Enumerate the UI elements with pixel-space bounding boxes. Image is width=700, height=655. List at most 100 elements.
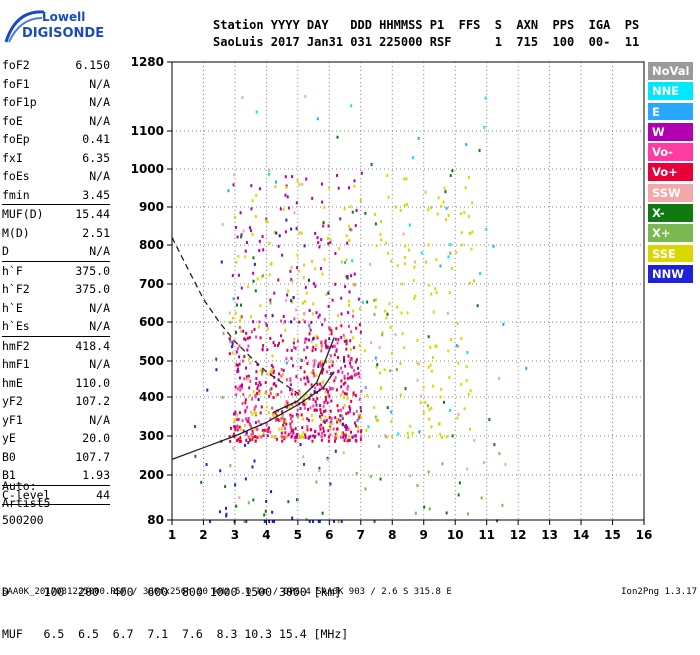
- echo-point: [437, 422, 440, 426]
- echo-point: [466, 512, 469, 516]
- echo-point: [334, 337, 337, 341]
- echo-point: [234, 216, 237, 220]
- echo-point: [254, 289, 257, 293]
- echo-point: [399, 362, 402, 366]
- x-tick-label: 1: [168, 528, 176, 542]
- logo-swoosh-icon: [4, 10, 45, 43]
- echo-point: [288, 405, 291, 409]
- echo-point: [292, 341, 295, 345]
- echo-point: [267, 426, 270, 430]
- echo-point: [280, 368, 283, 372]
- echo-point: [327, 224, 330, 228]
- echo-point: [326, 345, 329, 349]
- echo-point: [275, 437, 278, 441]
- echo-point: [357, 417, 360, 421]
- echo-point: [347, 303, 350, 307]
- echo-point: [428, 507, 431, 511]
- echo-point: [330, 372, 333, 376]
- echo-point: [312, 404, 315, 408]
- echo-point: [257, 384, 260, 388]
- echo-point: [429, 205, 432, 209]
- echo-point: [355, 358, 358, 362]
- echo-point: [300, 358, 303, 362]
- echo-point: [240, 329, 243, 333]
- echo-point: [296, 339, 299, 343]
- echo-point: [235, 418, 238, 422]
- echo-point: [445, 218, 448, 222]
- echo-point: [314, 400, 317, 404]
- echo-point: [235, 363, 238, 367]
- echo-point: [409, 474, 412, 478]
- echo-point: [427, 365, 430, 369]
- echo-point: [379, 220, 382, 224]
- echo-point: [321, 272, 324, 276]
- echo-point: [313, 374, 316, 378]
- legend-item: SSE: [648, 244, 693, 263]
- param-name: foF2: [2, 58, 30, 72]
- echo-point: [320, 340, 323, 344]
- echo-point: [259, 368, 262, 372]
- echo-point: [367, 425, 370, 429]
- echo-point: [304, 382, 307, 386]
- echo-point: [352, 391, 355, 395]
- echo-point: [239, 303, 242, 307]
- echo-point: [269, 371, 272, 375]
- echo-point: [284, 328, 287, 332]
- echo-point: [373, 298, 376, 302]
- echo-point: [416, 378, 419, 382]
- param-row: foE N/A: [2, 112, 110, 131]
- echo-point: [331, 298, 334, 302]
- param-name: yF1: [2, 412, 23, 427]
- echo-point: [352, 412, 355, 416]
- echo-point: [269, 392, 272, 396]
- echo-point: [255, 335, 258, 339]
- echo-point: [364, 386, 367, 390]
- echo-point: [291, 279, 294, 283]
- echo-point: [311, 349, 314, 353]
- echo-point: [434, 344, 437, 348]
- echo-point: [374, 222, 377, 226]
- echo-point: [301, 301, 304, 305]
- echo-point: [476, 304, 479, 308]
- echo-point: [244, 401, 247, 405]
- echo-point: [493, 443, 496, 447]
- echo-point: [350, 399, 353, 403]
- echo-point: [317, 315, 320, 319]
- echo-point: [249, 361, 252, 365]
- echo-point: [358, 397, 361, 401]
- echo-point: [256, 435, 259, 439]
- footer-info: SAA0K_2017031225000.RSF / 300fx256h 50 k…: [2, 587, 452, 597]
- echo-point: [256, 392, 259, 396]
- echo-point: [249, 410, 252, 414]
- echo-point: [244, 338, 247, 342]
- echo-point: [271, 367, 274, 371]
- echo-point: [316, 397, 319, 401]
- echo-point: [332, 519, 335, 523]
- echo-point: [343, 439, 346, 443]
- echo-point: [235, 424, 238, 428]
- echo-point: [277, 244, 280, 248]
- echo-point: [305, 517, 308, 521]
- echo-point: [273, 230, 276, 234]
- echo-point: [449, 408, 452, 412]
- param-row: D N/A: [2, 242, 110, 261]
- echo-point: [289, 383, 292, 387]
- echo-point: [258, 239, 261, 243]
- echo-point: [347, 311, 350, 315]
- y-tick-label: 80: [147, 513, 164, 527]
- echo-point: [271, 520, 274, 523]
- param-separator: [2, 504, 110, 505]
- echo-point: [346, 376, 349, 380]
- param-row: foF1p N/A: [2, 93, 110, 112]
- echo-point: [262, 431, 265, 435]
- echo-point: [455, 344, 458, 348]
- echo-point: [250, 330, 253, 334]
- echo-point: [290, 356, 293, 360]
- echo-point: [284, 426, 287, 430]
- echo-point: [479, 271, 482, 275]
- echo-point: [326, 370, 329, 374]
- echo-point: [327, 326, 330, 330]
- echo-point: [488, 418, 491, 422]
- echo-point: [342, 395, 345, 399]
- echo-point: [285, 422, 288, 426]
